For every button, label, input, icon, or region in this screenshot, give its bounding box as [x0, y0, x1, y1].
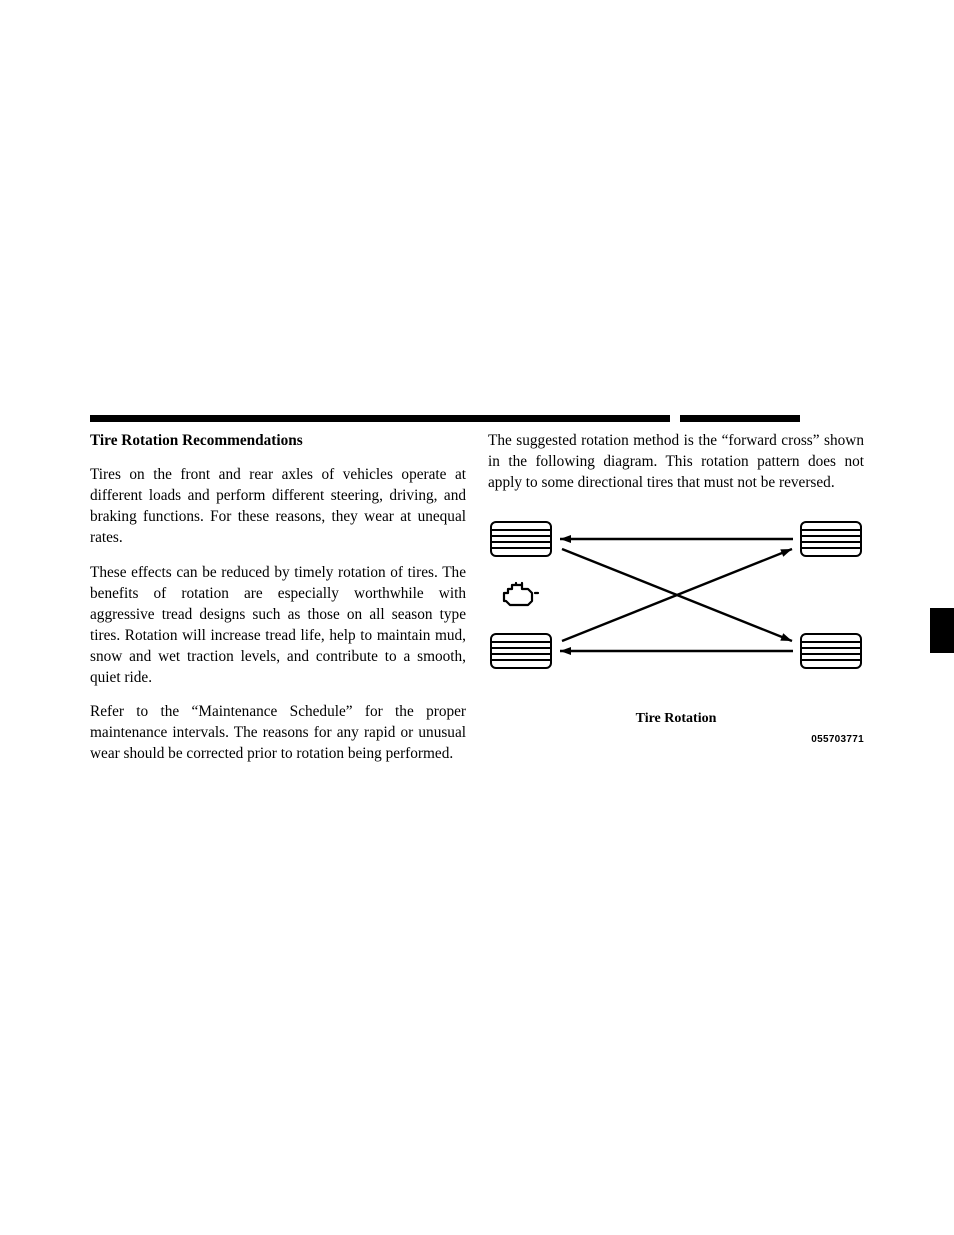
page-content: Tire Rotation Recommendations Tires on t… [90, 430, 865, 778]
body-paragraph: Tires on the front and rear axles of veh… [90, 464, 466, 548]
tire-rotation-diagram [488, 511, 864, 679]
body-paragraph: Refer to the “Maintenance Schedule” for … [90, 701, 466, 764]
section-side-tab [930, 608, 954, 653]
body-paragraph: The suggested rotation method is the “fo… [488, 430, 864, 493]
engine-icon [502, 581, 540, 609]
left-column: Tire Rotation Recommendations Tires on t… [90, 430, 466, 778]
tire-rear-left [490, 633, 552, 669]
tire-front-right [800, 521, 862, 557]
figure-code: 055703771 [811, 733, 864, 747]
header-rule-left [90, 415, 670, 422]
figure-caption: Tire Rotation [488, 709, 864, 728]
right-column: The suggested rotation method is the “fo… [488, 430, 864, 778]
section-heading: Tire Rotation Recommendations [90, 430, 466, 451]
header-rule-right [680, 415, 800, 422]
body-paragraph: These effects can be reduced by timely r… [90, 562, 466, 689]
tire-rear-right [800, 633, 862, 669]
tire-front-left [490, 521, 552, 557]
tire-rotation-figure: 055703771 Tire Rotation [488, 511, 864, 728]
